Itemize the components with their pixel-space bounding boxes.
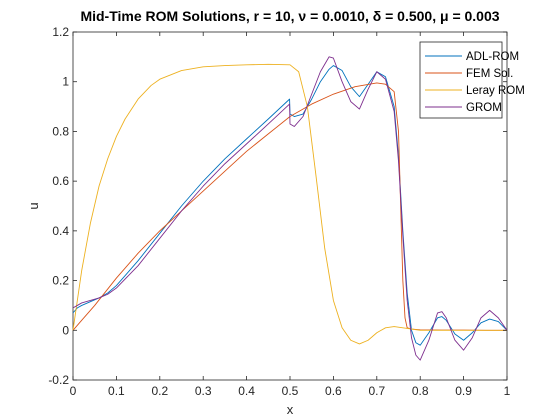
x-tick-label: 1 [504,384,511,398]
y-tick-label: 1 [62,75,69,89]
x-tick-label: 0.9 [455,384,472,398]
y-tick-label: 0.6 [52,174,69,188]
x-tick-label: 0.4 [238,384,255,398]
y-tick-label: 0.4 [52,224,69,238]
y-tick-label: 0.2 [52,274,69,288]
y-tick-label: 0 [62,323,69,337]
legend-box [419,41,503,119]
y-tick-label: 1.2 [52,25,69,39]
legend: ADL-ROM FEM Sol. Leray ROM GROM [419,41,525,119]
x-tick-label: 0.7 [368,384,385,398]
x-tick-label: 0 [70,384,77,398]
y-axis: -0.2 0 0.2 0.4 0.6 0.8 1 1.2 [48,25,507,387]
x-axis-label: x [287,402,294,417]
legend-label-fem-sol: FEM Sol. [466,68,513,80]
y-tick-label: 0.8 [52,124,69,138]
series-line-adl-rom [72,65,508,346]
legend-label-leray-rom: Leray ROM [466,85,525,97]
x-tick-label: 0.6 [325,384,342,398]
series-layer [72,56,508,361]
legend-label-grom: GROM [466,102,502,114]
y-tick-label: -0.2 [48,373,69,387]
x-tick-label: 0.8 [412,384,429,398]
series-line-grom [72,56,508,361]
legend-label-adl-rom: ADL-ROM [466,51,519,63]
x-tick-label: 0.2 [151,384,168,398]
chart-title: Mid-Time ROM Solutions, r = 10, ν = 0.00… [80,8,499,24]
x-tick-label: 0.3 [195,384,212,398]
x-tick-label: 0.1 [108,384,125,398]
x-tick-label: 0.5 [282,384,299,398]
y-axis-label: u [26,202,41,209]
series-line-leray-rom [72,63,507,345]
x-axis: 0 0.1 0.2 0.3 0.4 0.5 0.6 0.7 0.8 0.9 1 [70,32,511,398]
legend-items: ADL-ROM FEM Sol. Leray ROM GROM [425,51,525,114]
